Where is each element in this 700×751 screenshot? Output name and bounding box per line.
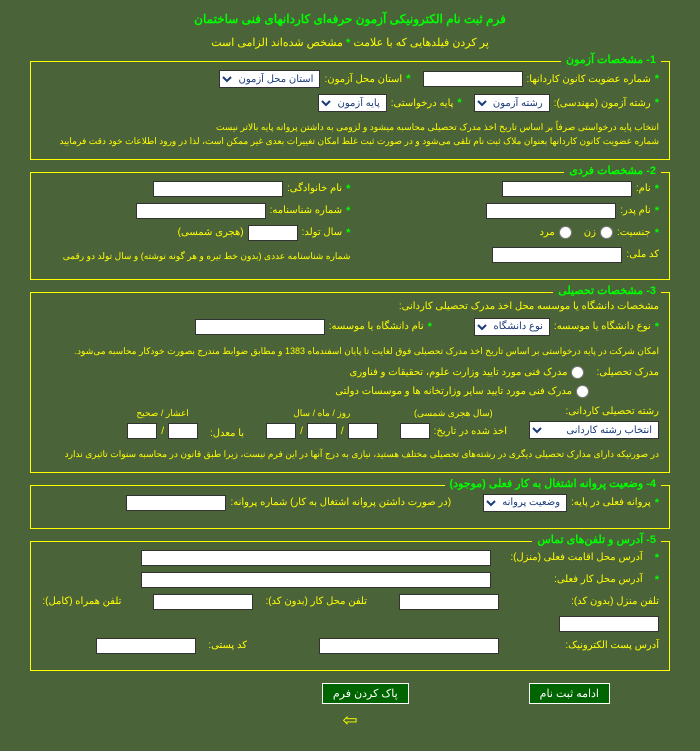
membership-number-input[interactable] (423, 71, 523, 87)
section-exam-info: 1- مشخصات آزمون *شماره عضویت کانون کاردا… (30, 61, 670, 160)
work-phone-input[interactable] (153, 594, 253, 610)
home-address-input[interactable] (141, 550, 491, 566)
grad-month-input[interactable] (307, 423, 337, 439)
postal-code-input[interactable] (96, 638, 196, 654)
home-phone-input[interactable] (399, 594, 499, 610)
license-status-select[interactable]: وضعیت پروانه (483, 494, 567, 512)
form-title: فرم ثبت نام الکترونیکی آزمون حرفه‌ای کار… (30, 12, 670, 26)
uni-title: مشخصات دانشگاه یا موسسه محل اخذ مدرک تحص… (41, 301, 659, 312)
degree-option-2-radio[interactable] (576, 385, 589, 398)
section-2-header: 2- مشخصات فردی (564, 164, 661, 177)
mobile-phone-input[interactable] (559, 616, 659, 632)
email-input[interactable] (319, 638, 499, 654)
section-3-header: 3- مشخصات تحصیلی (553, 284, 661, 297)
grad-year2-input[interactable] (266, 423, 296, 439)
university-name-input[interactable] (195, 319, 325, 335)
province-select[interactable]: استان محل آزمون (219, 70, 320, 88)
degree-option-1-radio[interactable] (571, 366, 584, 379)
grad-day-input[interactable] (348, 423, 378, 439)
first-name-input[interactable] (502, 181, 632, 197)
section-license-info: 4- وضعیت پروانه اشتغال به کار فعلی (موجو… (30, 485, 670, 529)
section-1-note-1: انتخاب پایه درخواستی صرفاً بر اساس تاریخ… (41, 120, 659, 134)
gender-male-radio[interactable] (559, 226, 572, 239)
section-personal-info: 2- مشخصات فردی *نام: *نام خانوادگی: *نام… (30, 172, 670, 280)
national-id-input[interactable] (492, 247, 622, 263)
multi-degree-note: در صورتیکه دارای مدارک تحصیلی دیگری در ر… (41, 447, 659, 461)
grad-year-input[interactable] (400, 423, 430, 439)
section-education-info: 3- مشخصات تحصیلی مشخصات دانشگاه یا موسسه… (30, 292, 670, 473)
back-arrow-icon[interactable]: ⇦ (30, 710, 670, 731)
section-4-header: 4- وضعیت پروانه اشتغال به کار فعلی (موجو… (445, 477, 661, 490)
work-address-input[interactable] (141, 572, 491, 588)
calc-note: امکان شرکت در پایه درخواستی بر اساس تاری… (41, 344, 659, 358)
gpa-dec-input[interactable] (168, 423, 198, 439)
section-contact-info: 5- آدرس و تلفن‌های تماس *آدرس محل اقامت … (30, 541, 670, 671)
section-1-note-2: شماره عضویت کانون کاردانها بعنوان ملاک ث… (41, 134, 659, 148)
exam-level-select[interactable]: پایه آزمون (318, 94, 387, 112)
father-name-input[interactable] (486, 203, 616, 219)
gender-female-radio[interactable] (600, 226, 613, 239)
exam-field-select[interactable]: رشته آزمون (474, 94, 550, 112)
section-1-header: 1- مشخصات آزمون (561, 53, 661, 66)
university-type-select[interactable]: نوع دانشگاه (474, 318, 550, 336)
study-field-select[interactable]: انتخاب رشته کاردانی (529, 421, 659, 439)
id-number-input[interactable] (136, 203, 266, 219)
gpa-int-input[interactable] (127, 423, 157, 439)
section-5-header: 5- آدرس و تلفن‌های تماس (532, 533, 661, 546)
continue-button[interactable]: ادامه ثبت نام (529, 683, 610, 704)
license-number-input[interactable] (126, 495, 226, 511)
birth-year-input[interactable] (248, 225, 298, 241)
required-notice: پر کردن فیلدهایی که با علامت * مشخص شده‌… (30, 36, 670, 49)
id-note: شماره شناسنامه عددی (بدون خط تیره و هر گ… (63, 251, 351, 262)
last-name-input[interactable] (153, 181, 283, 197)
clear-button[interactable]: پاک کردن فرم (322, 683, 409, 704)
